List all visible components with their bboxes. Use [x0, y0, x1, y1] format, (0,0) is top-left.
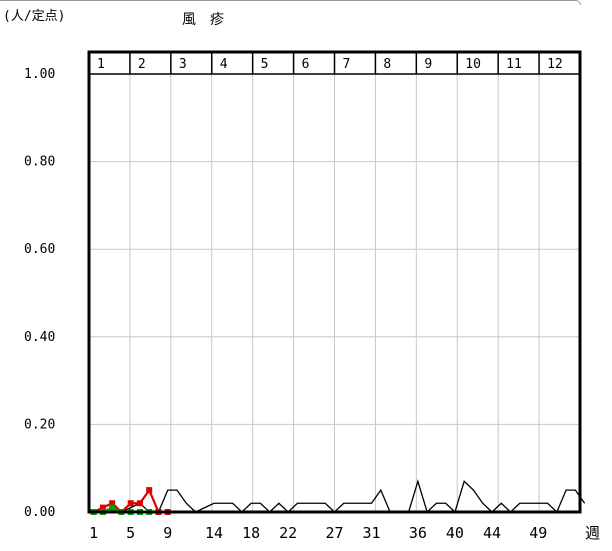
month-label: 8 — [383, 57, 391, 72]
month-label: 3 — [179, 57, 187, 72]
x-tick-label: 44 — [483, 524, 501, 542]
data-point — [109, 504, 116, 511]
month-label: 11 — [506, 57, 522, 72]
grid-lines — [89, 74, 580, 512]
data-point — [136, 500, 143, 507]
x-tick-label: 22 — [279, 524, 297, 542]
x-tick-label: 14 — [205, 524, 223, 542]
chart-title: 風 疹 — [182, 12, 224, 28]
x-tick-label: 49 — [529, 524, 547, 542]
month-label: 1 — [97, 57, 105, 72]
y-tick-label: 0.40 — [24, 330, 55, 345]
month-label: 12 — [547, 57, 563, 72]
month-label: 7 — [343, 57, 351, 72]
y-tick-label: 0.60 — [24, 242, 55, 257]
header-frame-line — [0, 0, 581, 5]
x-tick-label: 9 — [163, 524, 172, 542]
x-tick-label: 27 — [325, 524, 343, 542]
data-point — [109, 500, 116, 507]
x-tick-label: 18 — [242, 524, 260, 542]
y-tick-label: 1.00 — [24, 67, 55, 82]
x-tick-label: 31 — [363, 524, 381, 542]
month-label: 2 — [138, 57, 146, 72]
x-unit-label: 週 — [585, 524, 600, 542]
month-label: 4 — [220, 57, 228, 72]
plot-border — [87, 50, 582, 514]
data-point — [127, 500, 134, 507]
data-point — [99, 504, 106, 511]
y-tick-label: 0.80 — [24, 155, 55, 170]
month-label: 6 — [302, 57, 310, 72]
unit-label: (人/定点) — [3, 9, 65, 24]
month-header: 1 2 3 4 5 6 7 8 9 10 11 12 — [89, 52, 580, 75]
y-axis-ticks: 0.00 0.20 0.40 0.60 0.80 1.00 — [24, 67, 55, 520]
month-label: 9 — [424, 57, 432, 72]
x-tick-label: 5 — [126, 524, 135, 542]
x-tick-label: 36 — [409, 524, 427, 542]
series-line — [93, 479, 586, 514]
series-lines — [90, 479, 586, 515]
month-label: 5 — [261, 57, 269, 72]
x-tick-label: 1 — [89, 524, 98, 542]
x-tick-label: 40 — [446, 524, 464, 542]
y-tick-label: 0.00 — [24, 505, 55, 520]
x-axis-ticks: 1 5 9 14 18 22 27 31 36 40 44 49 — [89, 524, 547, 542]
month-label: 10 — [465, 57, 481, 72]
y-tick-label: 0.20 — [24, 417, 55, 432]
data-point — [146, 487, 153, 494]
